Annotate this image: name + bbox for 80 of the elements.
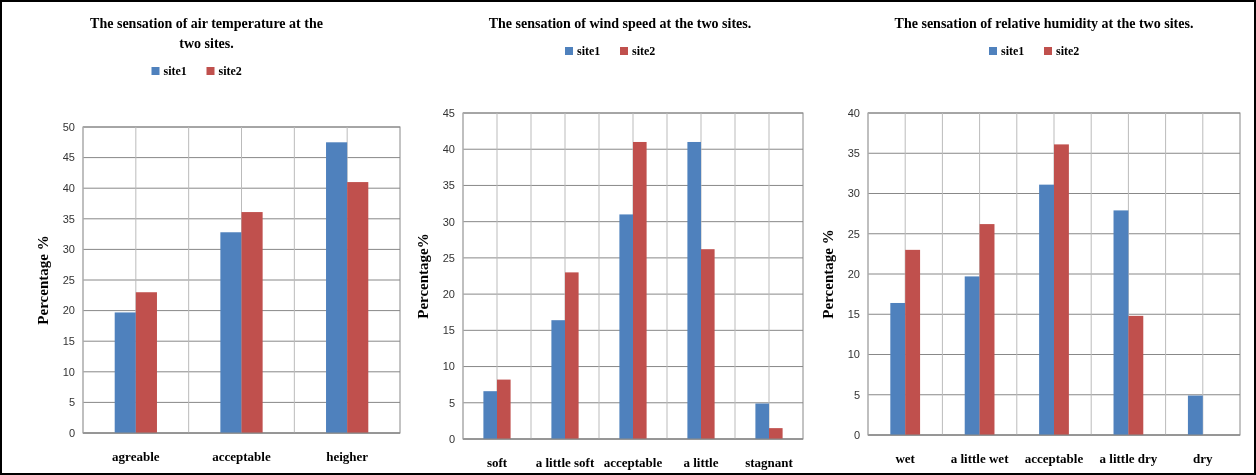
- y-tick-label: 5: [68, 396, 75, 409]
- x-tick-label: a little dry: [1099, 451, 1158, 466]
- x-tick-label: a little: [683, 455, 719, 470]
- bar: [769, 428, 783, 439]
- bar: [1113, 210, 1129, 435]
- y-tick-label: 15: [442, 324, 455, 337]
- bar: [1039, 184, 1054, 435]
- x-tick-label: soft: [486, 455, 508, 470]
- chart-title: The sensation of relative humidity at the two sites.: [894, 16, 1194, 31]
- y-tick-label: 50: [62, 120, 75, 133]
- y-tick-label: 5: [853, 388, 860, 401]
- legend-label: site1: [163, 64, 187, 78]
- bar: [979, 224, 995, 435]
- bar: [964, 276, 980, 435]
- y-tick-label: 25: [847, 227, 860, 240]
- bar: [135, 292, 157, 433]
- y-tick-label: 10: [847, 348, 860, 361]
- x-tick-label: acceptable: [1024, 451, 1084, 466]
- bar: [483, 391, 497, 439]
- y-tick-label: 35: [847, 147, 860, 160]
- y-axis-title: Percentage %: [35, 235, 51, 325]
- chart-title: The sensation of wind speed at the two sites.: [488, 16, 752, 31]
- bar: [687, 141, 701, 439]
- bar: [551, 320, 565, 439]
- x-tick-label: agreable: [112, 449, 160, 464]
- y-tick-label: 35: [62, 212, 75, 225]
- bar: [890, 302, 906, 435]
- bar: [220, 232, 242, 433]
- x-tick-label: dry: [1193, 451, 1214, 466]
- y-tick-label: 20: [847, 267, 860, 280]
- y-tick-label: 15: [62, 335, 75, 348]
- y-tick-label: 30: [442, 215, 455, 228]
- y-tick-label: 40: [442, 143, 455, 156]
- y-axis-title: Percentage %: [820, 229, 836, 319]
- bar: [241, 212, 263, 433]
- x-tick-label: stagnant: [745, 455, 794, 470]
- bar: [1054, 144, 1069, 435]
- legend-label: site2: [218, 64, 242, 78]
- y-tick-label: 0: [68, 426, 75, 439]
- bar: [326, 142, 348, 433]
- x-tick-label: acceptable: [603, 455, 663, 470]
- bar: [347, 182, 369, 433]
- bar: [701, 249, 715, 439]
- y-tick-label: 20: [62, 304, 75, 317]
- x-tick-label: a little soft: [535, 455, 595, 470]
- y-tick-label: 25: [62, 273, 75, 286]
- y-tick-label: 45: [442, 106, 455, 119]
- bar: [1128, 315, 1144, 435]
- y-tick-label: 20: [442, 287, 455, 300]
- y-tick-label: 30: [62, 243, 75, 256]
- x-tick-label: a little wet: [950, 451, 1010, 466]
- y-tick-label: 45: [62, 151, 75, 164]
- legend-label: site1: [577, 44, 601, 58]
- y-tick-label: 15: [847, 308, 860, 321]
- y-tick-label: 35: [442, 179, 455, 192]
- y-tick-label: 40: [847, 106, 860, 119]
- y-tick-label: 0: [853, 428, 860, 441]
- bar: [619, 214, 633, 439]
- legend-label: site2: [1056, 44, 1080, 58]
- bar: [497, 379, 511, 439]
- y-tick-label: 10: [442, 360, 455, 373]
- y-tick-label: 30: [847, 187, 860, 200]
- x-tick-label: wet: [895, 451, 916, 466]
- legend-label: site1: [1001, 44, 1025, 58]
- bar: [1187, 395, 1203, 435]
- y-tick-label: 0: [448, 432, 455, 445]
- chart-title: The sensation of air temperature at the two sites.: [90, 16, 323, 51]
- y-tick-label: 5: [448, 396, 455, 409]
- x-tick-label: acceptable: [212, 449, 271, 464]
- legend-label: site2: [632, 44, 656, 58]
- bar: [905, 249, 921, 435]
- bar: [755, 403, 769, 439]
- y-tick-label: 40: [62, 182, 75, 195]
- bar: [633, 141, 647, 439]
- x-tick-label: heigher: [326, 449, 369, 464]
- y-tick-label: 25: [442, 251, 455, 264]
- bar: [565, 272, 579, 439]
- bar: [114, 312, 136, 433]
- y-tick-label: 10: [62, 365, 75, 378]
- y-axis-title: Percentage%: [415, 233, 431, 319]
